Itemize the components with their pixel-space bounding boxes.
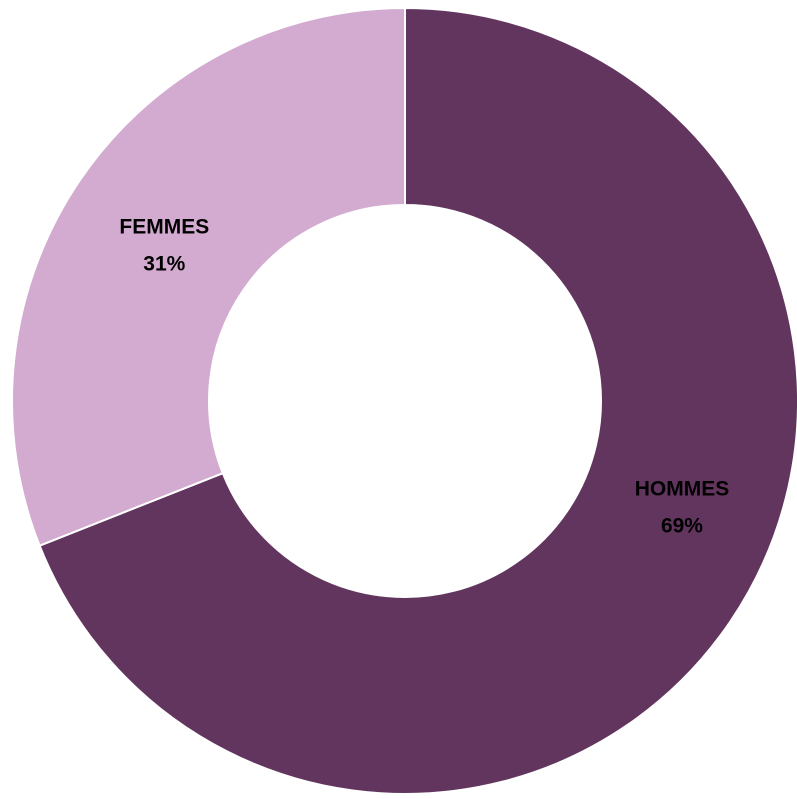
- slice-percent-hommes: 69%: [661, 515, 703, 538]
- slice-label-hommes: HOMMES 69%: [635, 478, 730, 538]
- slice-femmes: [11, 6, 406, 547]
- slice-percent-femmes: 31%: [143, 252, 185, 275]
- labels-group: HOMMES 69% FEMMES 31%: [119, 215, 729, 537]
- slices-group: [11, 6, 797, 795]
- slice-category-hommes: HOMMES: [635, 478, 730, 501]
- slice-label-femmes: FEMMES 31%: [119, 215, 209, 275]
- slice-hommes: [38, 6, 797, 795]
- slice-category-femmes: FEMMES: [119, 215, 209, 238]
